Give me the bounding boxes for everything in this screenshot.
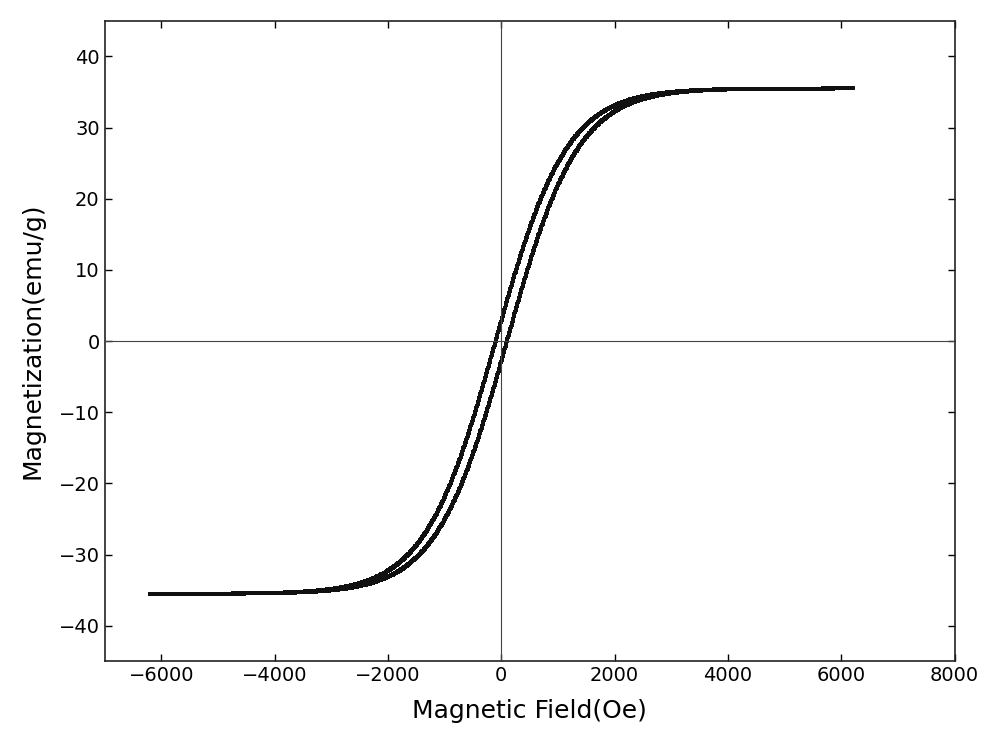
X-axis label: Magnetic Field(Oe): Magnetic Field(Oe): [412, 699, 647, 723]
Y-axis label: Magnetization(emu/g): Magnetization(emu/g): [21, 203, 45, 479]
